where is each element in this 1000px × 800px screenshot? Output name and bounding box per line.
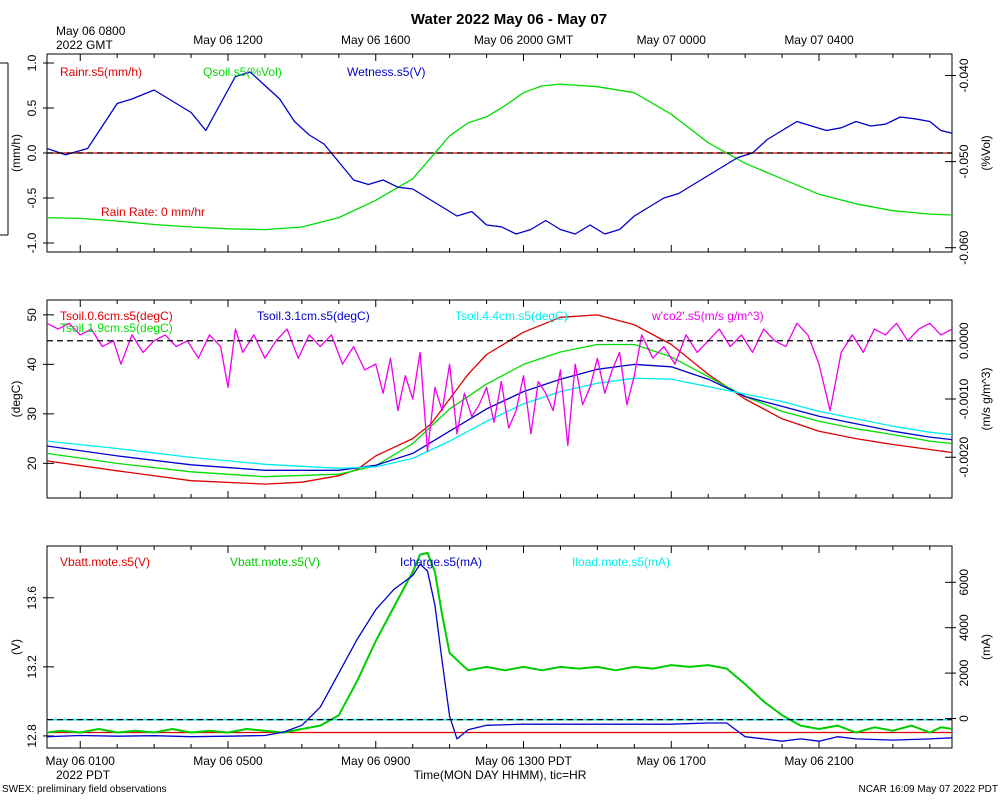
legend-entry: Tsoil.3.1cm.s5(degC) [257, 309, 370, 323]
y-left-tick-label: 20 [25, 456, 39, 470]
y-right-axis-title: (%Vol) [979, 135, 993, 170]
rain-rate-annotation: Rain Rate: 0 mm/hr [101, 205, 205, 219]
y-right-tick-label: 6000 [957, 569, 971, 596]
y-left-axis-title: (mm/h) [9, 134, 23, 172]
panel-frame [46, 545, 953, 749]
y-left-tick-label: 50 [25, 308, 39, 322]
y-left-axis-title: (V) [9, 639, 23, 655]
series-line-1 [47, 551, 952, 734]
legend-entry: Qsoil.s5(%Vol) [203, 65, 282, 79]
panel-water: 1.0 0.5 0.0 -0.5 -1.0 -0.040 -0.050 -0.060 (mm/h… [9, 53, 993, 265]
y-left-tick-label: 12.8 [25, 724, 39, 748]
y-left-tick-label: 40 [25, 357, 39, 371]
panel-battery: 13.6 13.2 12.8 6000 4000 2000 0 (V) (mA) Vbatt.mo… [9, 545, 993, 749]
legend-entry: Tsoil.1.9cm.s5(degC) [60, 321, 173, 335]
legend-entry: w'co2'.s5(m/s g/m^3) [651, 309, 764, 323]
series-line-2 [47, 563, 952, 742]
y-right-axis-title: (mA) [979, 634, 993, 660]
legend-entry: Vbatt.mote.s5(V) [60, 555, 150, 569]
y-right-tick-label: -0.040 [957, 58, 971, 92]
bottom-axis-tick-label: May 06 0900 [341, 754, 411, 768]
chart-title: Water 2022 May 06 - May 07 [411, 11, 607, 28]
bottom-axis-tick-label: May 06 1700 [637, 754, 707, 768]
top-axis-tick-label: May 06 1200 [193, 33, 263, 47]
y-left-tick-label: 0.5 [25, 99, 39, 116]
y-left-tick-label: -0.5 [25, 187, 39, 208]
y-right-tick-label: 4000 [957, 614, 971, 641]
bottom-axis-ticks: May 06 0100 May 06 0500 May 06 0900 May 06 … [46, 754, 854, 768]
y-left-tick-label: 13.2 [25, 655, 39, 679]
footer-right: NCAR 16:09 May 07 2022 PDT [858, 784, 998, 795]
y-left-tick-label: 0.0 [25, 144, 39, 161]
bottom-axis-tick-label: May 06 0500 [193, 754, 263, 768]
legend-entry: Tsoil.0.6cm.s5(degC) [60, 309, 173, 323]
top-axis-origin-label-line1: May 06 0800 [56, 24, 126, 38]
top-axis-ticks: May 06 1200 May 06 1600 May 06 2000 GMT May… [193, 33, 854, 47]
panel-soil-temperature-flux: 50 40 30 20 0.0000 -0.0010 -0.0020 (degC) (m/s g… [9, 299, 993, 499]
series-line-0 [47, 314, 952, 485]
y-right-tick-label: 0 [957, 715, 971, 722]
series-group [47, 314, 952, 485]
y-right-tick-label: 2000 [957, 659, 971, 686]
y-right-tick-label: 0.0000 [957, 322, 971, 359]
legend-entry: Wetness.s5(V) [347, 65, 425, 79]
series-line-1 [47, 83, 952, 231]
series-group [47, 551, 952, 742]
top-axis-origin-label-line2: 2022 GMT [56, 38, 113, 52]
y-right-axis-title: (m/s g/m^3) [979, 368, 993, 431]
top-axis-tick-label: May 07 0400 [784, 33, 854, 47]
y-right-tick-label: -0.050 [957, 144, 971, 178]
y-left-tick-label: 1.0 [25, 54, 39, 71]
legend-entry: Rainr.s5(mm/h) [60, 65, 142, 79]
series-line-1 [47, 343, 952, 478]
y-right-tick-label: -0.0010 [957, 378, 971, 419]
y-left-tick-label: 30 [25, 407, 39, 421]
footer-left: SWEX: preliminary field observations [2, 784, 167, 795]
left-edge-artifact [0, 62, 9, 236]
top-axis-tick-label: May 06 2000 GMT [474, 33, 574, 47]
panel-frame [46, 299, 953, 499]
series-line-2 [47, 363, 952, 471]
y-right-tick-label: -0.0020 [957, 437, 971, 478]
legend-entry: Iload.mote.s5(mA) [572, 555, 670, 569]
y-left-tick-label: 13.6 [25, 586, 39, 610]
legend-entry: Icharge.s5(mA) [400, 555, 482, 569]
x-axis-title: Time(MON DAY HHMM), tic=HR [414, 768, 587, 782]
legend-entry: Vbatt.mote.s5(V) [230, 555, 320, 569]
bottom-axis-tick-label: May 06 2100 [784, 754, 854, 768]
bottom-axis-tick-label: May 06 1300 PDT [475, 754, 572, 768]
y-left-tick-label: -1.0 [25, 232, 39, 253]
series-group [47, 71, 952, 235]
bottom-axis-year-label: 2022 PDT [56, 768, 111, 782]
y-left-axis-title: (degC) [9, 381, 23, 418]
y-right-tick-label: -0.060 [957, 230, 971, 264]
bottom-axis-tick-label: May 06 0100 [46, 754, 116, 768]
panels: 1.0 0.5 0.0 -0.5 -1.0 -0.040 -0.050 -0.060 (mm/h… [9, 53, 993, 749]
series-line-2 [47, 71, 952, 235]
series-line-4 [47, 322, 952, 453]
legend-entry: Tsoil.4.4cm.s5(degC) [455, 309, 568, 323]
top-axis-tick-label: May 07 0000 [637, 33, 707, 47]
top-axis-tick-label: May 06 1600 [341, 33, 411, 47]
